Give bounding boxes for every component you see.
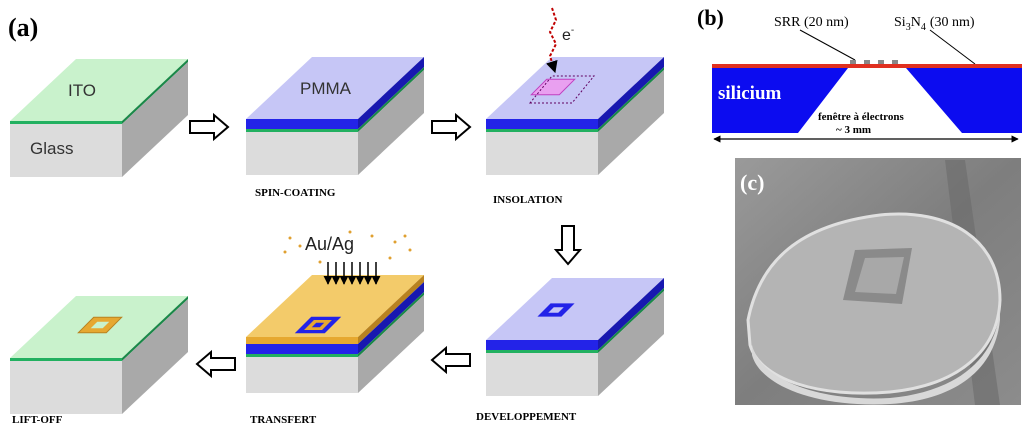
glass-side (358, 70, 424, 175)
glass-side (598, 291, 664, 396)
metal-particle (370, 234, 374, 238)
panel-label: (a) (8, 13, 38, 42)
block-side (598, 67, 664, 132)
layer-label: ITO (68, 81, 96, 100)
block-layer (246, 344, 358, 354)
srr (90, 321, 110, 329)
block-layer (10, 121, 122, 124)
glass-front (246, 132, 358, 175)
block-layer (10, 358, 122, 361)
metal-particle (283, 250, 287, 254)
srr-label: SRR (20 nm) (774, 15, 849, 30)
glass-side (122, 299, 188, 414)
layer-label: PMMA (300, 79, 352, 98)
block-side (598, 57, 664, 129)
glass-side (358, 295, 424, 393)
glass-front (486, 353, 598, 396)
metal-particle (318, 260, 322, 264)
process-blocks (10, 7, 664, 414)
block-top (486, 278, 664, 340)
layer-label: Glass (30, 139, 73, 158)
step-label: DEVELOPPEMENT (476, 411, 577, 423)
glass-front (486, 132, 598, 175)
substrate-label: silicium (718, 83, 782, 104)
window-label: fenêtre à électrons (818, 111, 904, 123)
block-layer (486, 129, 598, 132)
block-top (246, 57, 424, 119)
metal-particle (348, 230, 352, 234)
glass-front (10, 361, 122, 414)
block-layer (486, 350, 598, 353)
block-side (122, 59, 188, 124)
glass-front (10, 124, 122, 177)
si3n4-label: Si3N4 (30 nm) (894, 15, 975, 33)
sem-image (735, 158, 1021, 405)
metal-label: Au/Ag (305, 234, 354, 254)
block-side (358, 275, 424, 344)
metal-particle (408, 248, 412, 252)
block-layer (246, 354, 358, 357)
block-layer (246, 337, 358, 344)
block-layer (246, 129, 358, 132)
block-layer (486, 340, 598, 350)
metal-particle (393, 240, 397, 244)
step-label: TRANSFERT (250, 414, 317, 426)
srr (311, 322, 325, 328)
block-side (598, 278, 664, 350)
glass-side (122, 62, 188, 177)
block-side (358, 282, 424, 354)
step-label: SPIN-COATING (255, 187, 336, 199)
block-top (246, 275, 424, 337)
block-layer (486, 119, 598, 129)
metal-particle (288, 236, 292, 240)
srr (548, 307, 564, 313)
metal-particle (298, 244, 302, 248)
electron-beam (546, 7, 558, 74)
glass-front (246, 357, 358, 393)
block-side (598, 288, 664, 353)
block-side (358, 292, 424, 357)
step-label: LIFT-OFF (12, 414, 63, 426)
metal-particle (403, 234, 407, 238)
electron-label: e- (562, 25, 574, 44)
process-arrows (189, 112, 583, 379)
glass-side (598, 70, 664, 175)
panel-label: (c) (740, 170, 764, 195)
block-layer (246, 119, 358, 129)
block-side (358, 67, 424, 132)
srr-outline (528, 75, 596, 104)
cross-section (712, 29, 1022, 143)
width-label: ~ 3 mm (836, 124, 871, 136)
block-side (358, 57, 424, 129)
block-side (122, 296, 188, 361)
metal-particle (388, 256, 392, 260)
step-label: INSOLATION (493, 194, 563, 206)
srr (530, 78, 576, 96)
block-top (10, 59, 188, 121)
panel-label: (b) (697, 5, 724, 30)
